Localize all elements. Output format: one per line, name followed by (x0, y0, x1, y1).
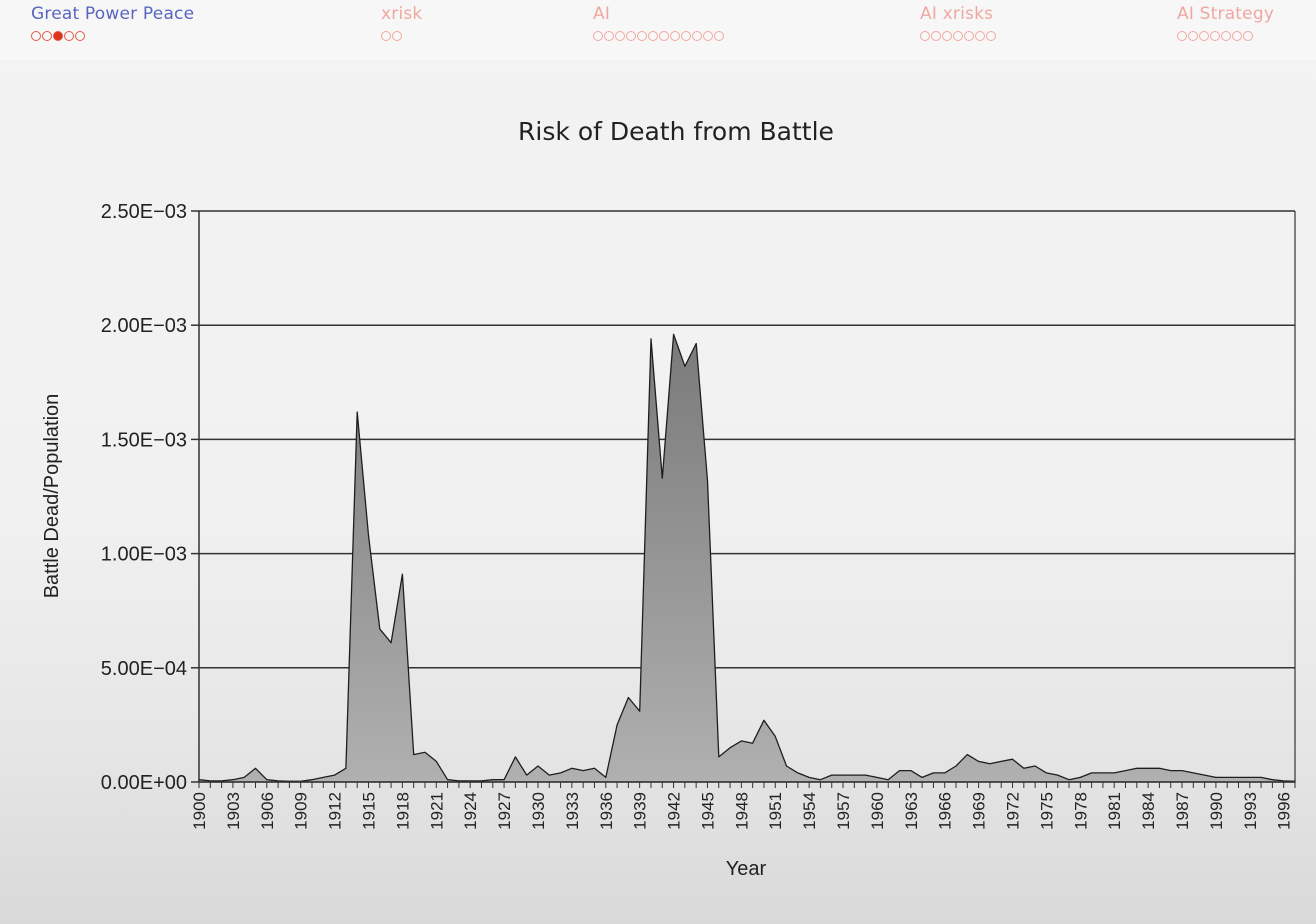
y-tick-label: 1.00E−03 (101, 544, 187, 566)
slide-dot[interactable] (392, 31, 402, 41)
nav-section-great-power-peace[interactable]: Great Power Peace (31, 4, 194, 42)
x-tick-label: 1906 (258, 792, 277, 830)
x-tick-label: 1975 (1037, 792, 1056, 830)
x-tick-label: 1921 (427, 792, 446, 830)
slide-dot[interactable] (1177, 31, 1187, 41)
x-tick-label: 1936 (597, 792, 616, 830)
nav-slide-dots (1177, 30, 1274, 42)
slide-dot[interactable] (681, 31, 691, 41)
slide-dot[interactable] (942, 31, 952, 41)
x-tick-label: 1960 (868, 792, 887, 830)
x-tick-label: 1963 (902, 792, 921, 830)
nav-section-xrisk[interactable]: xrisk (381, 4, 422, 42)
x-tick-label: 1984 (1139, 792, 1158, 830)
nav-slide-dots (920, 30, 996, 42)
nav-section-title[interactable]: AI (593, 4, 611, 24)
y-tick-label: 5.00E−04 (101, 658, 187, 680)
battle-death-area-series (198, 333, 1296, 783)
x-tick-label: 1981 (1105, 792, 1124, 830)
x-tick-label: 1939 (631, 792, 650, 830)
slide-dot[interactable] (659, 31, 669, 41)
y-tick-label: 2.50E−03 (101, 201, 187, 223)
x-tick-label: 1900 (190, 792, 209, 830)
slide-dot[interactable] (75, 31, 85, 41)
nav-section-ai-xrisks[interactable]: AI xrisks (920, 4, 996, 42)
x-tick-label: 1909 (292, 792, 311, 830)
slide-dot[interactable] (637, 31, 647, 41)
nav-section-ai[interactable]: AI (593, 4, 724, 42)
x-tick-label: 1978 (1071, 792, 1090, 830)
x-tick-label: 1948 (732, 792, 751, 830)
x-tick-label: 1972 (1004, 792, 1023, 830)
x-tick-label: 1927 (495, 792, 514, 830)
x-tick-label: 1966 (936, 792, 955, 830)
slide-dot[interactable] (604, 31, 614, 41)
nav-section-title[interactable]: AI xrisks (920, 4, 994, 24)
chart-axes (198, 211, 1296, 783)
chart-gridlines (199, 210, 1295, 669)
slide-dot[interactable] (986, 31, 996, 41)
nav-section-title[interactable]: AI Strategy (1177, 4, 1275, 24)
slide-dot[interactable] (648, 31, 658, 41)
x-tick-label: 1951 (766, 792, 785, 830)
slide-dot[interactable] (703, 31, 713, 41)
slide-dot[interactable] (1210, 31, 1220, 41)
slide-dot[interactable] (714, 31, 724, 41)
x-axis-label: Year (726, 858, 767, 880)
x-tick-label: 1924 (461, 792, 480, 830)
slide-dot[interactable] (42, 31, 52, 41)
current-slide-dot[interactable] (53, 31, 63, 41)
slide-dot[interactable] (953, 31, 963, 41)
nav-slide-dots (593, 30, 724, 42)
nav-slide-dots (381, 30, 422, 42)
y-tick-label: 0.00E+00 (101, 772, 187, 794)
nav-section-ai-strategy[interactable]: AI Strategy (1177, 4, 1274, 42)
nav-section-title[interactable]: Great Power Peace (31, 4, 195, 24)
nav-slide-dots (31, 30, 194, 42)
nav-section-title[interactable]: xrisk (381, 4, 423, 24)
y-tick-label: 2.00E−03 (101, 315, 187, 337)
slide-dot[interactable] (593, 31, 603, 41)
x-tick-label: 1918 (393, 792, 412, 830)
slide-dot[interactable] (381, 31, 391, 41)
slide-dot[interactable] (626, 31, 636, 41)
slide-dot[interactable] (931, 31, 941, 41)
x-tick-label: 1957 (834, 792, 853, 830)
slide-dot[interactable] (64, 31, 74, 41)
slide-dot[interactable] (670, 31, 680, 41)
slide-dot[interactable] (1232, 31, 1242, 41)
slide-dot[interactable] (920, 31, 930, 41)
x-tick-label: 1954 (800, 792, 819, 830)
x-tick-label: 1942 (665, 792, 684, 830)
x-axis-tick-labels: 1900 1903 1906 1909 1912 1915 1918 1921 1924 1927… (190, 782, 1296, 830)
x-tick-label: 1903 (224, 792, 243, 830)
x-tick-label: 1987 (1173, 792, 1192, 830)
y-axis-label: Battle Dead/Population (41, 394, 63, 599)
slide-dot[interactable] (1221, 31, 1231, 41)
x-tick-label: 1912 (326, 792, 345, 830)
y-axis-tick-labels: 0.00E+00 5.00E−04 1.00E−03 1.50E−03 2.00E−03… (101, 201, 199, 794)
slide-dot[interactable] (31, 31, 41, 41)
x-tick-label: 1969 (970, 792, 989, 830)
x-tick-label: 1930 (529, 792, 548, 830)
x-tick-label: 1990 (1207, 792, 1226, 830)
slide-dot[interactable] (692, 31, 702, 41)
x-tick-label: 1933 (563, 792, 582, 830)
x-tick-label: 1993 (1241, 792, 1260, 830)
y-tick-label: 1.50E−03 (101, 429, 187, 451)
x-tick-label: 1945 (698, 792, 717, 830)
slide-dot[interactable] (615, 31, 625, 41)
chart-title: Risk of Death from Battle (518, 117, 834, 146)
slide-dot[interactable] (964, 31, 974, 41)
slide-dot[interactable] (1243, 31, 1253, 41)
slide-dot[interactable] (975, 31, 985, 41)
slide-navigation-bar: Great Power Peace xrisk AI AI xrisks AI … (0, 0, 1316, 60)
slide-dot[interactable] (1188, 31, 1198, 41)
x-tick-label: 1915 (359, 792, 378, 830)
x-tick-label: 1996 (1275, 792, 1294, 830)
slide-dot[interactable] (1199, 31, 1209, 41)
battle-death-risk-chart: Risk of Death from Battle 0.00E+00 5.00E−… (41, 117, 1296, 880)
